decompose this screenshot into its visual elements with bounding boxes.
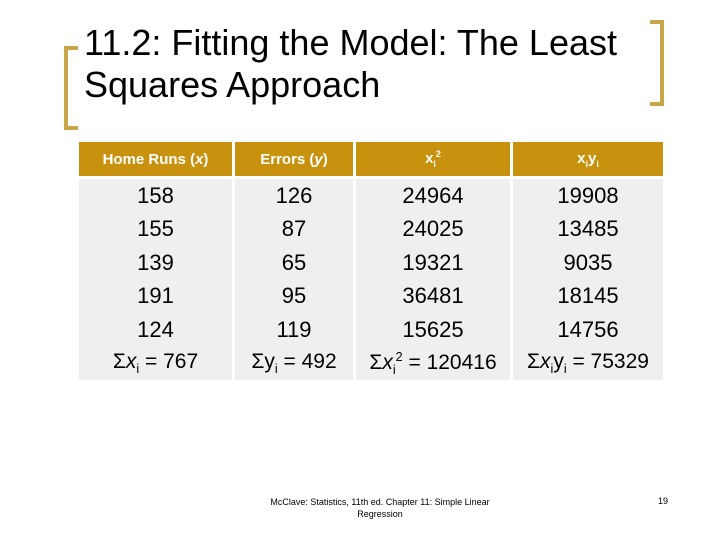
sigma-symbol: Σ [369, 350, 383, 374]
cell-xy: 9035 [513, 246, 663, 280]
cell-x-squared: 24025 [356, 212, 513, 246]
header-home-runs: Home Runs (x) [79, 142, 235, 176]
cell-y: 65 [235, 246, 356, 280]
sum-xy: Σxiyi = 75329 [513, 346, 663, 380]
right-bracket-decoration [650, 20, 664, 106]
sum-row: Σxi = 767 Σyi = 492 Σxi2 = 120416 Σxiyi … [79, 346, 663, 380]
table-row: 158 126 24964 19908 [79, 176, 663, 213]
header-x-squared: xi2 [356, 142, 513, 176]
cell-x: 155 [79, 212, 235, 246]
cell-x: 139 [79, 246, 235, 280]
cell-y: 126 [235, 176, 356, 213]
sigma-symbol: Σ [527, 350, 540, 374]
cell-x: 158 [79, 176, 235, 213]
cell-x-squared: 19321 [356, 246, 513, 280]
cell-xy: 13485 [513, 212, 663, 246]
table-header-row: Home Runs (x) Errors (y) xi2 xiyi [79, 142, 663, 176]
sigma-symbol: Σ [251, 350, 265, 374]
header-xy: xiyi [513, 142, 663, 176]
header-errors: Errors (y) [235, 142, 356, 176]
cell-x: 124 [79, 313, 235, 347]
slide-footer: McClave: Statistics, 11th ed. Chapter 11… [270, 497, 490, 519]
left-bracket-decoration [64, 46, 78, 130]
sum-y: Σyi = 492 [235, 346, 356, 380]
cell-x-squared: 36481 [356, 279, 513, 313]
cell-y: 87 [235, 212, 356, 246]
table-row: 124 119 15625 14756 [79, 313, 663, 347]
cell-x-squared: 15625 [356, 313, 513, 347]
data-table: Home Runs (x) Errors (y) xi2 xiyi 158 12… [79, 142, 663, 380]
cell-y: 95 [235, 279, 356, 313]
table-row: 139 65 19321 9035 [79, 246, 663, 280]
sigma-symbol: Σ [112, 350, 126, 374]
cell-x: 191 [79, 279, 235, 313]
cell-xy: 14756 [513, 313, 663, 347]
sum-x: Σxi = 767 [79, 346, 235, 380]
cell-y: 119 [235, 313, 356, 347]
sum-x-squared: Σxi2 = 120416 [356, 346, 513, 380]
cell-x-squared: 24964 [356, 176, 513, 213]
cell-xy: 19908 [513, 176, 663, 213]
table-row: 191 95 36481 18145 [79, 279, 663, 313]
slide-title: 11.2: Fitting the Model: The Least Squar… [84, 22, 617, 105]
page-number: 19 [658, 496, 669, 506]
table-row: 155 87 24025 13485 [79, 212, 663, 246]
cell-xy: 18145 [513, 279, 663, 313]
